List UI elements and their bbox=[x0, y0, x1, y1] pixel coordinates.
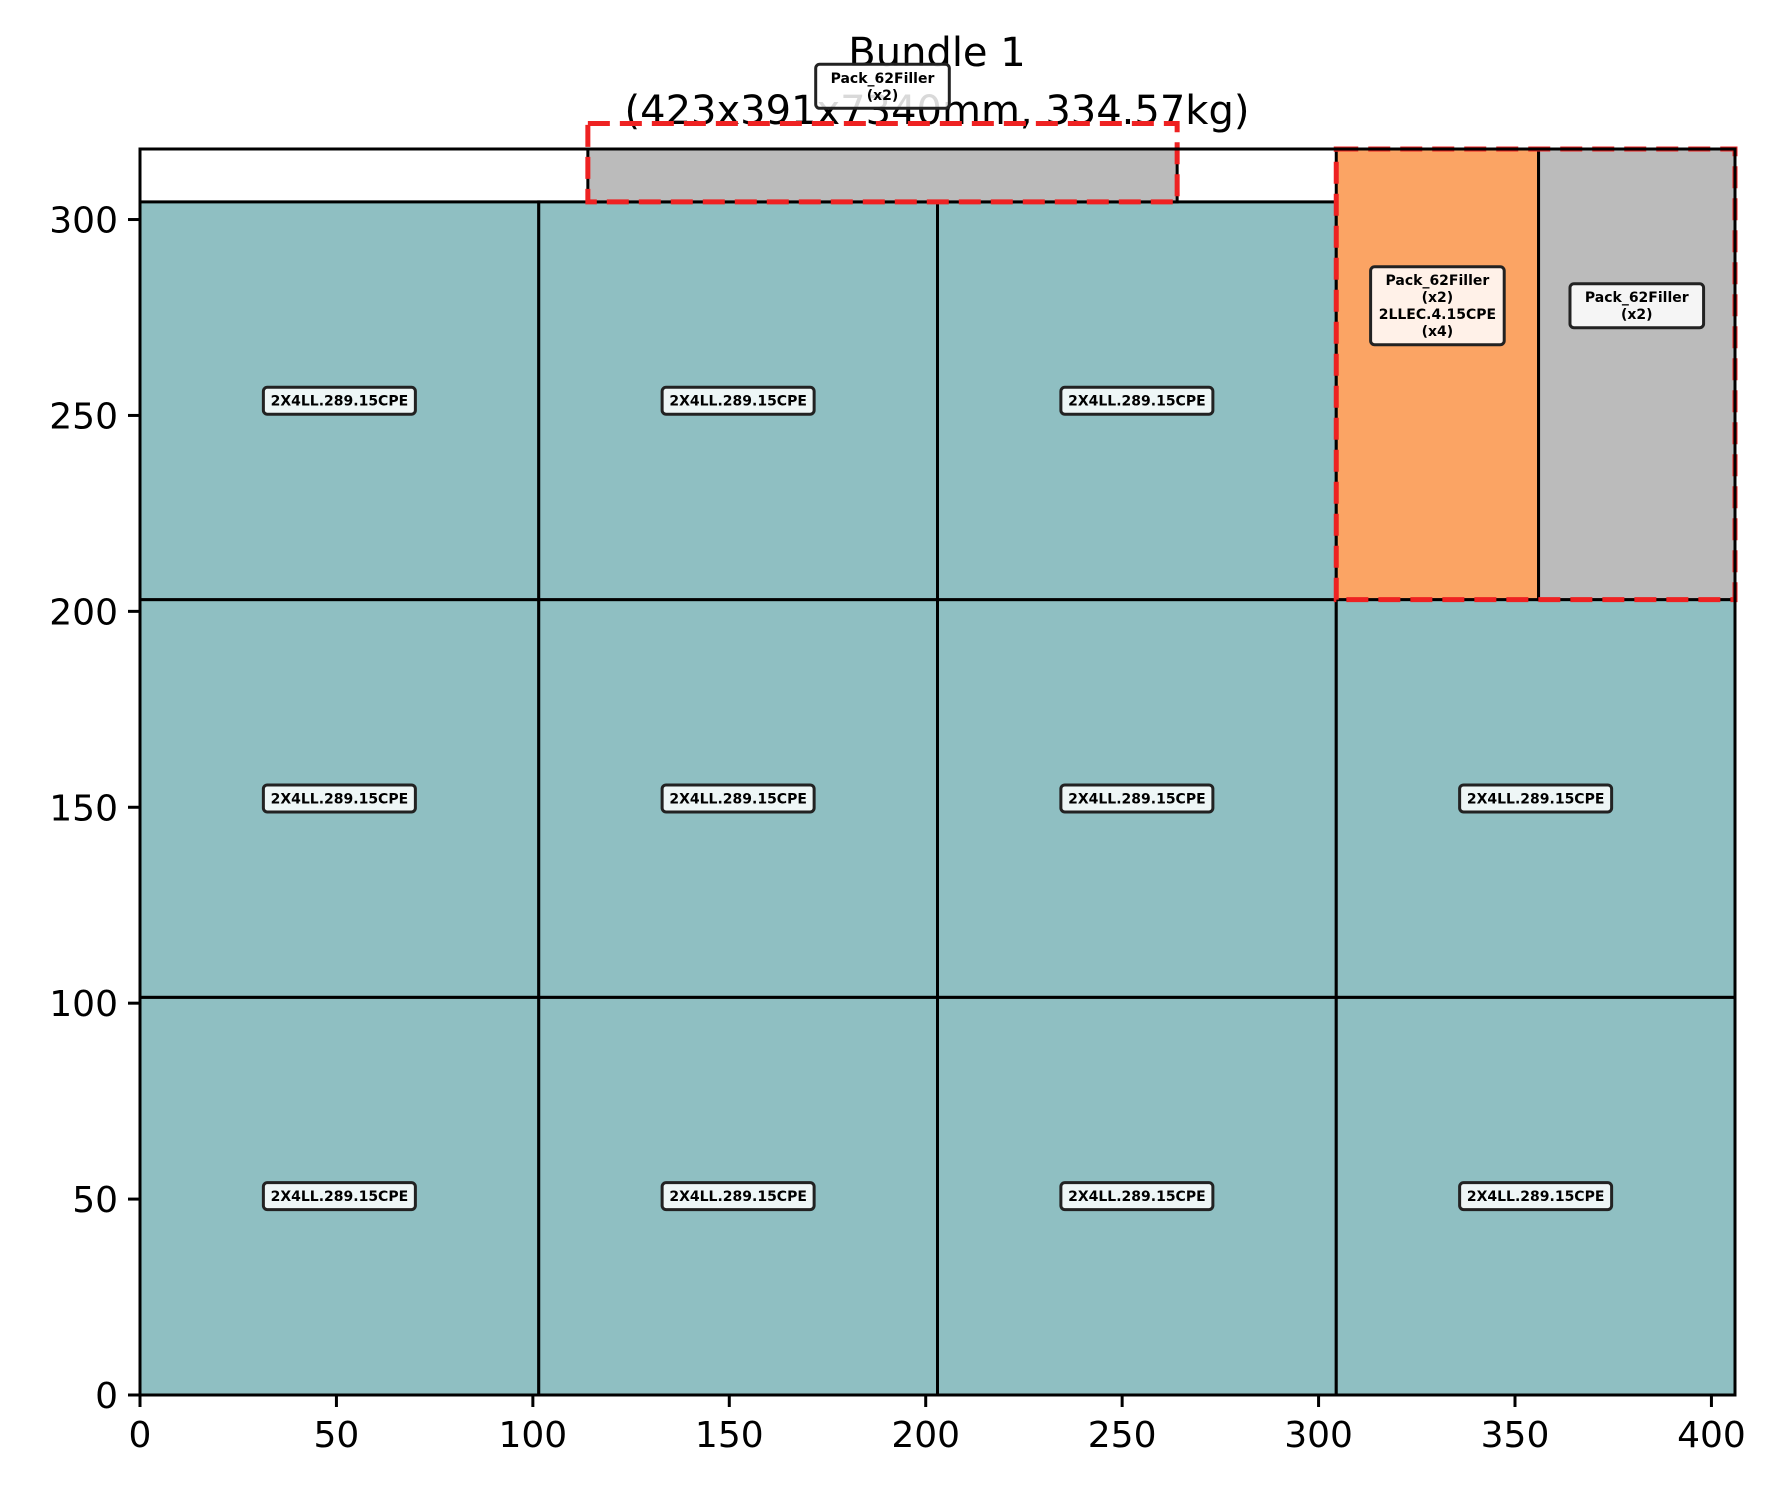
y-tick-label: 50 bbox=[72, 1180, 118, 1221]
item-label: 2X4LL.289.15CPE bbox=[660, 1181, 816, 1212]
item-label-text: 2X4LL.289.15CPE bbox=[669, 1189, 807, 1205]
item-label-box bbox=[660, 783, 816, 814]
item-label-text: 2X4LL.289.15CPE bbox=[1068, 1189, 1206, 1205]
item-label-text: 2X4LL.289.15CPE bbox=[1467, 791, 1605, 807]
item-label-box bbox=[261, 783, 417, 814]
item-label-text: 2X4LL.289.15CPE bbox=[669, 394, 807, 410]
item-label-box bbox=[1059, 385, 1215, 416]
y-tick-label: 100 bbox=[49, 984, 118, 1025]
x-tick-label: 250 bbox=[1088, 1415, 1157, 1456]
x-tick-label: 300 bbox=[1284, 1415, 1353, 1456]
plot-frame bbox=[138, 147, 1737, 1397]
item-label-box bbox=[261, 1181, 417, 1212]
item-rect bbox=[586, 149, 1179, 204]
item-rect bbox=[1334, 149, 1541, 602]
y-tick-label: 250 bbox=[49, 396, 118, 437]
y-tick-label: 300 bbox=[49, 201, 118, 242]
x-tick-label: 350 bbox=[1481, 1415, 1550, 1456]
x-tick-label: 150 bbox=[695, 1415, 764, 1456]
y-tick-label: 150 bbox=[49, 788, 118, 829]
x-tick-label: 50 bbox=[314, 1415, 360, 1456]
y-tick-label: 0 bbox=[95, 1376, 118, 1417]
item-label: 2X4LL.289.15CPE bbox=[1458, 1181, 1614, 1212]
item-label-text: 2X4LL.289.15CPE bbox=[271, 394, 409, 410]
item-label-box bbox=[814, 62, 951, 110]
item-label-text: Pack_62Filler (x2) bbox=[831, 71, 935, 104]
item-label: 2X4LL.289.15CPE bbox=[1059, 783, 1215, 814]
item-label-box bbox=[1568, 282, 1706, 330]
item-label: Pack_62Filler (x2) 2LLEC.4.15CPE (x4) bbox=[1369, 265, 1506, 347]
item-label-box bbox=[1369, 265, 1506, 347]
item-label-box bbox=[1458, 1181, 1614, 1212]
item-label: 2X4LL.289.15CPE bbox=[261, 783, 417, 814]
item-label-box bbox=[660, 385, 816, 416]
item-label-box bbox=[660, 1181, 816, 1212]
item-label-box bbox=[1458, 783, 1614, 814]
x-tick-label: 0 bbox=[129, 1415, 152, 1456]
x-tick-label: 100 bbox=[498, 1415, 567, 1456]
filler-region-outline bbox=[585, 121, 1180, 205]
item-labels: 2X4LL.289.15CPE 2X4LL.289.15CPE 2X4LL.289.… bbox=[261, 62, 1706, 1212]
item-label-box bbox=[261, 385, 417, 416]
item-label-text: Pack_62Filler (x2) 2LLEC.4.15CPE (x4) bbox=[1379, 273, 1496, 340]
item-label-text: 2X4LL.289.15CPE bbox=[1068, 791, 1206, 807]
item-label-text: 2X4LL.289.15CPE bbox=[271, 791, 409, 807]
y-tick-label: 200 bbox=[49, 592, 118, 633]
item-label-text: 2X4LL.289.15CPE bbox=[1068, 394, 1206, 410]
item-label-box bbox=[1059, 1181, 1215, 1212]
item-label-box bbox=[1059, 783, 1215, 814]
item-label: 2X4LL.289.15CPE bbox=[261, 1181, 417, 1212]
item-label-text: 2X4LL.289.15CPE bbox=[271, 1189, 409, 1205]
item-label: Pack_62Filler (x2) bbox=[814, 62, 951, 110]
item-label-text: 2X4LL.289.15CPE bbox=[669, 791, 807, 807]
item-rect bbox=[1537, 149, 1735, 602]
item-label: 2X4LL.289.15CPE bbox=[261, 385, 417, 416]
item-label: 2X4LL.289.15CPE bbox=[1458, 783, 1614, 814]
x-tick-label: 400 bbox=[1677, 1415, 1746, 1456]
item-label: 2X4LL.289.15CPE bbox=[1059, 1181, 1215, 1212]
item-label: 2X4LL.289.15CPE bbox=[1059, 385, 1215, 416]
axes: 0 50 100 150 200 250 300 350 400 0 50 100 150 200 250 3… bbox=[49, 201, 1746, 1456]
item-label-text: 2X4LL.289.15CPE bbox=[1467, 1189, 1605, 1205]
item-label: Pack_62Filler (x2) bbox=[1568, 282, 1706, 330]
x-tick-label: 200 bbox=[891, 1415, 960, 1456]
item-label: 2X4LL.289.15CPE bbox=[660, 783, 816, 814]
item-label: 2X4LL.289.15CPE bbox=[660, 385, 816, 416]
item-label-text: Pack_62Filler (x2) bbox=[1585, 290, 1689, 323]
